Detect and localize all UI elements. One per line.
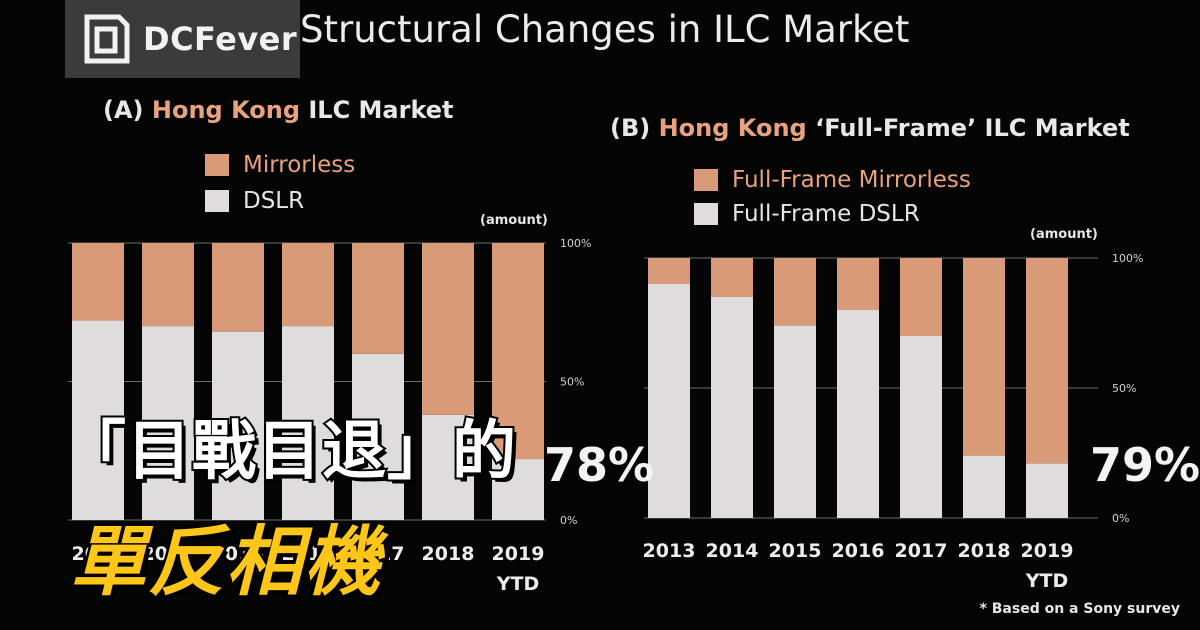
chart-b-xtick-label: 2013 (643, 540, 696, 562)
chart-a-bar-mirrorless (282, 243, 334, 327)
legend-swatch-ff-mirrorless (694, 169, 718, 191)
chart-b-title-rest: ‘Full-Frame’ ILC Market (806, 114, 1130, 142)
chart-b-bar-mirrorless (963, 258, 1005, 456)
legend-label-dslr: DSLR (243, 188, 305, 214)
chart-a-title-rest: ILC Market (300, 96, 454, 124)
logo-text: DCFever (143, 20, 298, 58)
chart-a-bar-mirrorless (352, 243, 404, 354)
chart-b-ytick-label: 100% (1112, 252, 1143, 265)
chart-b-bar-dslr (1026, 463, 1068, 518)
overlay-caption-line1: 「目戰目退」的 (60, 413, 518, 491)
chart-b-bar-mirrorless (900, 258, 942, 336)
legend-label-ff-dslr: Full-Frame DSLR (732, 201, 920, 227)
chart-a-bar-dslr (212, 331, 264, 520)
chart-a-bar-dslr (422, 414, 474, 520)
chart-b-bar-dslr (648, 284, 690, 518)
chart-a-xtick-label: 2013 (72, 543, 125, 565)
chart-a-bar-mirrorless (72, 243, 124, 321)
chart-a-xtick-label: 2019 (492, 543, 545, 565)
chart-b-ytick-label: 0% (1112, 512, 1129, 525)
chart-b-bar-dslr (837, 310, 879, 518)
overlay-caption-line2: 單反相機 (68, 515, 383, 609)
chart-a-bar-dslr (492, 459, 544, 520)
chart-b-xtick-label: 2014 (706, 540, 759, 562)
chart-b-highlight-value: 79% (1090, 438, 1200, 492)
chart-b-unit-note: (amount) (1030, 227, 1098, 242)
legend-swatch-mirrorless (205, 154, 229, 176)
chart-b-title-accent: Hong Kong (658, 114, 807, 142)
chart-b-bar-mirrorless (1026, 258, 1068, 464)
chart-a-xtick-label: 2015 (212, 543, 265, 565)
chart-a-bar-dslr (72, 320, 124, 520)
legend-label-ff-mirrorless: Full-Frame Mirrorless (732, 167, 971, 193)
chart-b-xtick-sublabel: YTD (1025, 570, 1069, 592)
chart-b-xtick-label: 2017 (895, 540, 948, 562)
chart-a-unit-note: (amount) (480, 213, 548, 228)
chart-b-bar-dslr (963, 455, 1005, 518)
chart-a-title-accent: Hong Kong (151, 96, 300, 124)
chart-a-bar-mirrorless (142, 243, 194, 327)
chart-a-bar-dslr (282, 326, 334, 520)
chart-b-bar-mirrorless (774, 258, 816, 326)
chart-b-legend-mirrorless: Full-Frame Mirrorless (694, 167, 971, 193)
chart-b-bar-mirrorless (837, 258, 879, 310)
chart-b-xtick-label: 2015 (769, 540, 822, 562)
chart-a-ytick-label: 100% (560, 237, 591, 250)
legend-label-mirrorless: Mirrorless (243, 152, 356, 178)
legend-swatch-dslr (205, 190, 229, 212)
chart-a-title-prefix: (A) (103, 96, 152, 124)
chart-a-xtick-label: 2017 (352, 543, 405, 565)
chart-b-bar-mirrorless (711, 258, 753, 297)
chart-b-xtick-label: 2019 (1021, 540, 1074, 562)
chart-a-legend-dslr: DSLR (205, 188, 304, 214)
chart-a-legend-mirrorless: Mirrorless (205, 152, 355, 178)
slide-title: Structural Changes in ILC Market (300, 8, 910, 51)
chart-b-bar-mirrorless (648, 258, 690, 284)
dcfever-logo[interactable]: DCFever (65, 0, 300, 78)
chart-b-bar-dslr (711, 297, 753, 518)
chart-b-bar-dslr (900, 336, 942, 518)
chart-a-xtick-label: 2014 (142, 543, 195, 565)
chart-b-title: (B) Hong Kong ‘Full-Frame’ ILC Market (610, 114, 1130, 142)
chart-b-legend-dslr: Full-Frame DSLR (694, 201, 920, 227)
chart-b-title-prefix: (B) (610, 114, 659, 142)
chart-b-xtick-label: 2016 (832, 540, 885, 562)
chart-a-xtick-label: 2018 (422, 543, 475, 565)
chart-a-xtick-label: 2016 (282, 543, 335, 565)
chart-a-bar-mirrorless (422, 243, 474, 415)
chart-a-bar-mirrorless (492, 243, 544, 460)
chart-a-ytick-label: 50% (560, 376, 584, 389)
chart-a-highlight-value: 78% (544, 438, 655, 492)
chart-a-bar-mirrorless (212, 243, 264, 332)
chart-a-ytick-label: 0% (560, 514, 577, 527)
chart-a-bar-dslr (142, 326, 194, 520)
chart-a-title: (A) Hong Kong ILC Market (103, 96, 454, 124)
chart-a-bar-dslr (352, 353, 404, 520)
chart-b-bar-dslr (774, 325, 816, 518)
chart-a-xtick-sublabel: YTD (496, 573, 540, 595)
footnote: * Based on a Sony survey (979, 601, 1180, 617)
chart-b-xtick-label: 2018 (958, 540, 1011, 562)
dcfever-logo-icon (84, 14, 130, 64)
chart-b-ytick-label: 50% (1112, 382, 1136, 395)
legend-swatch-ff-dslr (694, 203, 718, 225)
